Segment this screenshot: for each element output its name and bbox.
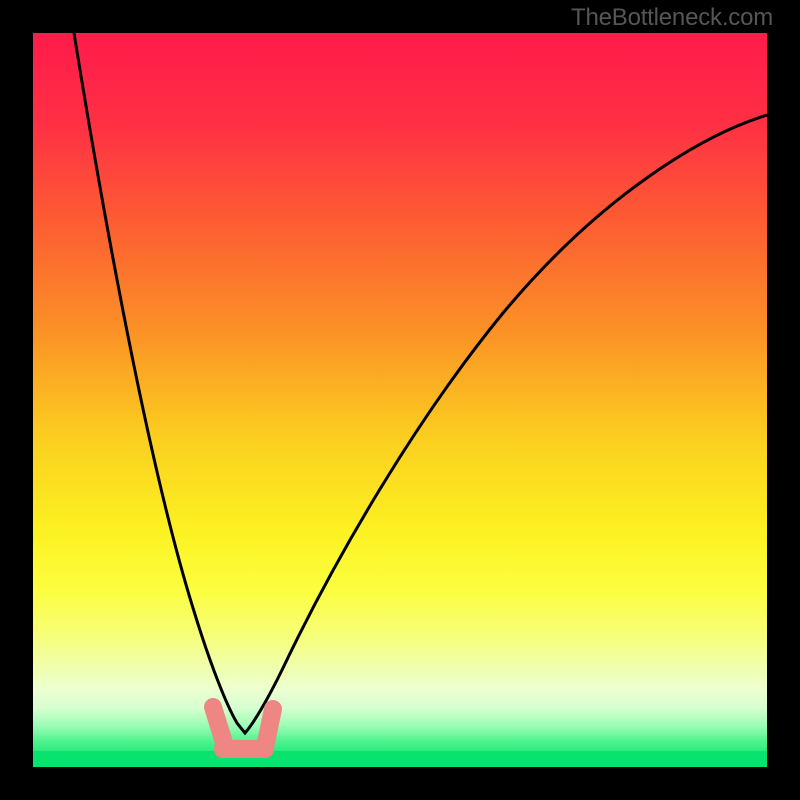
- chart-svg: [33, 33, 767, 767]
- watermark-text: TheBottleneck.com: [571, 4, 773, 32]
- gradient-background: [33, 33, 767, 767]
- green-floor: [33, 751, 767, 767]
- plot-area: [33, 33, 767, 767]
